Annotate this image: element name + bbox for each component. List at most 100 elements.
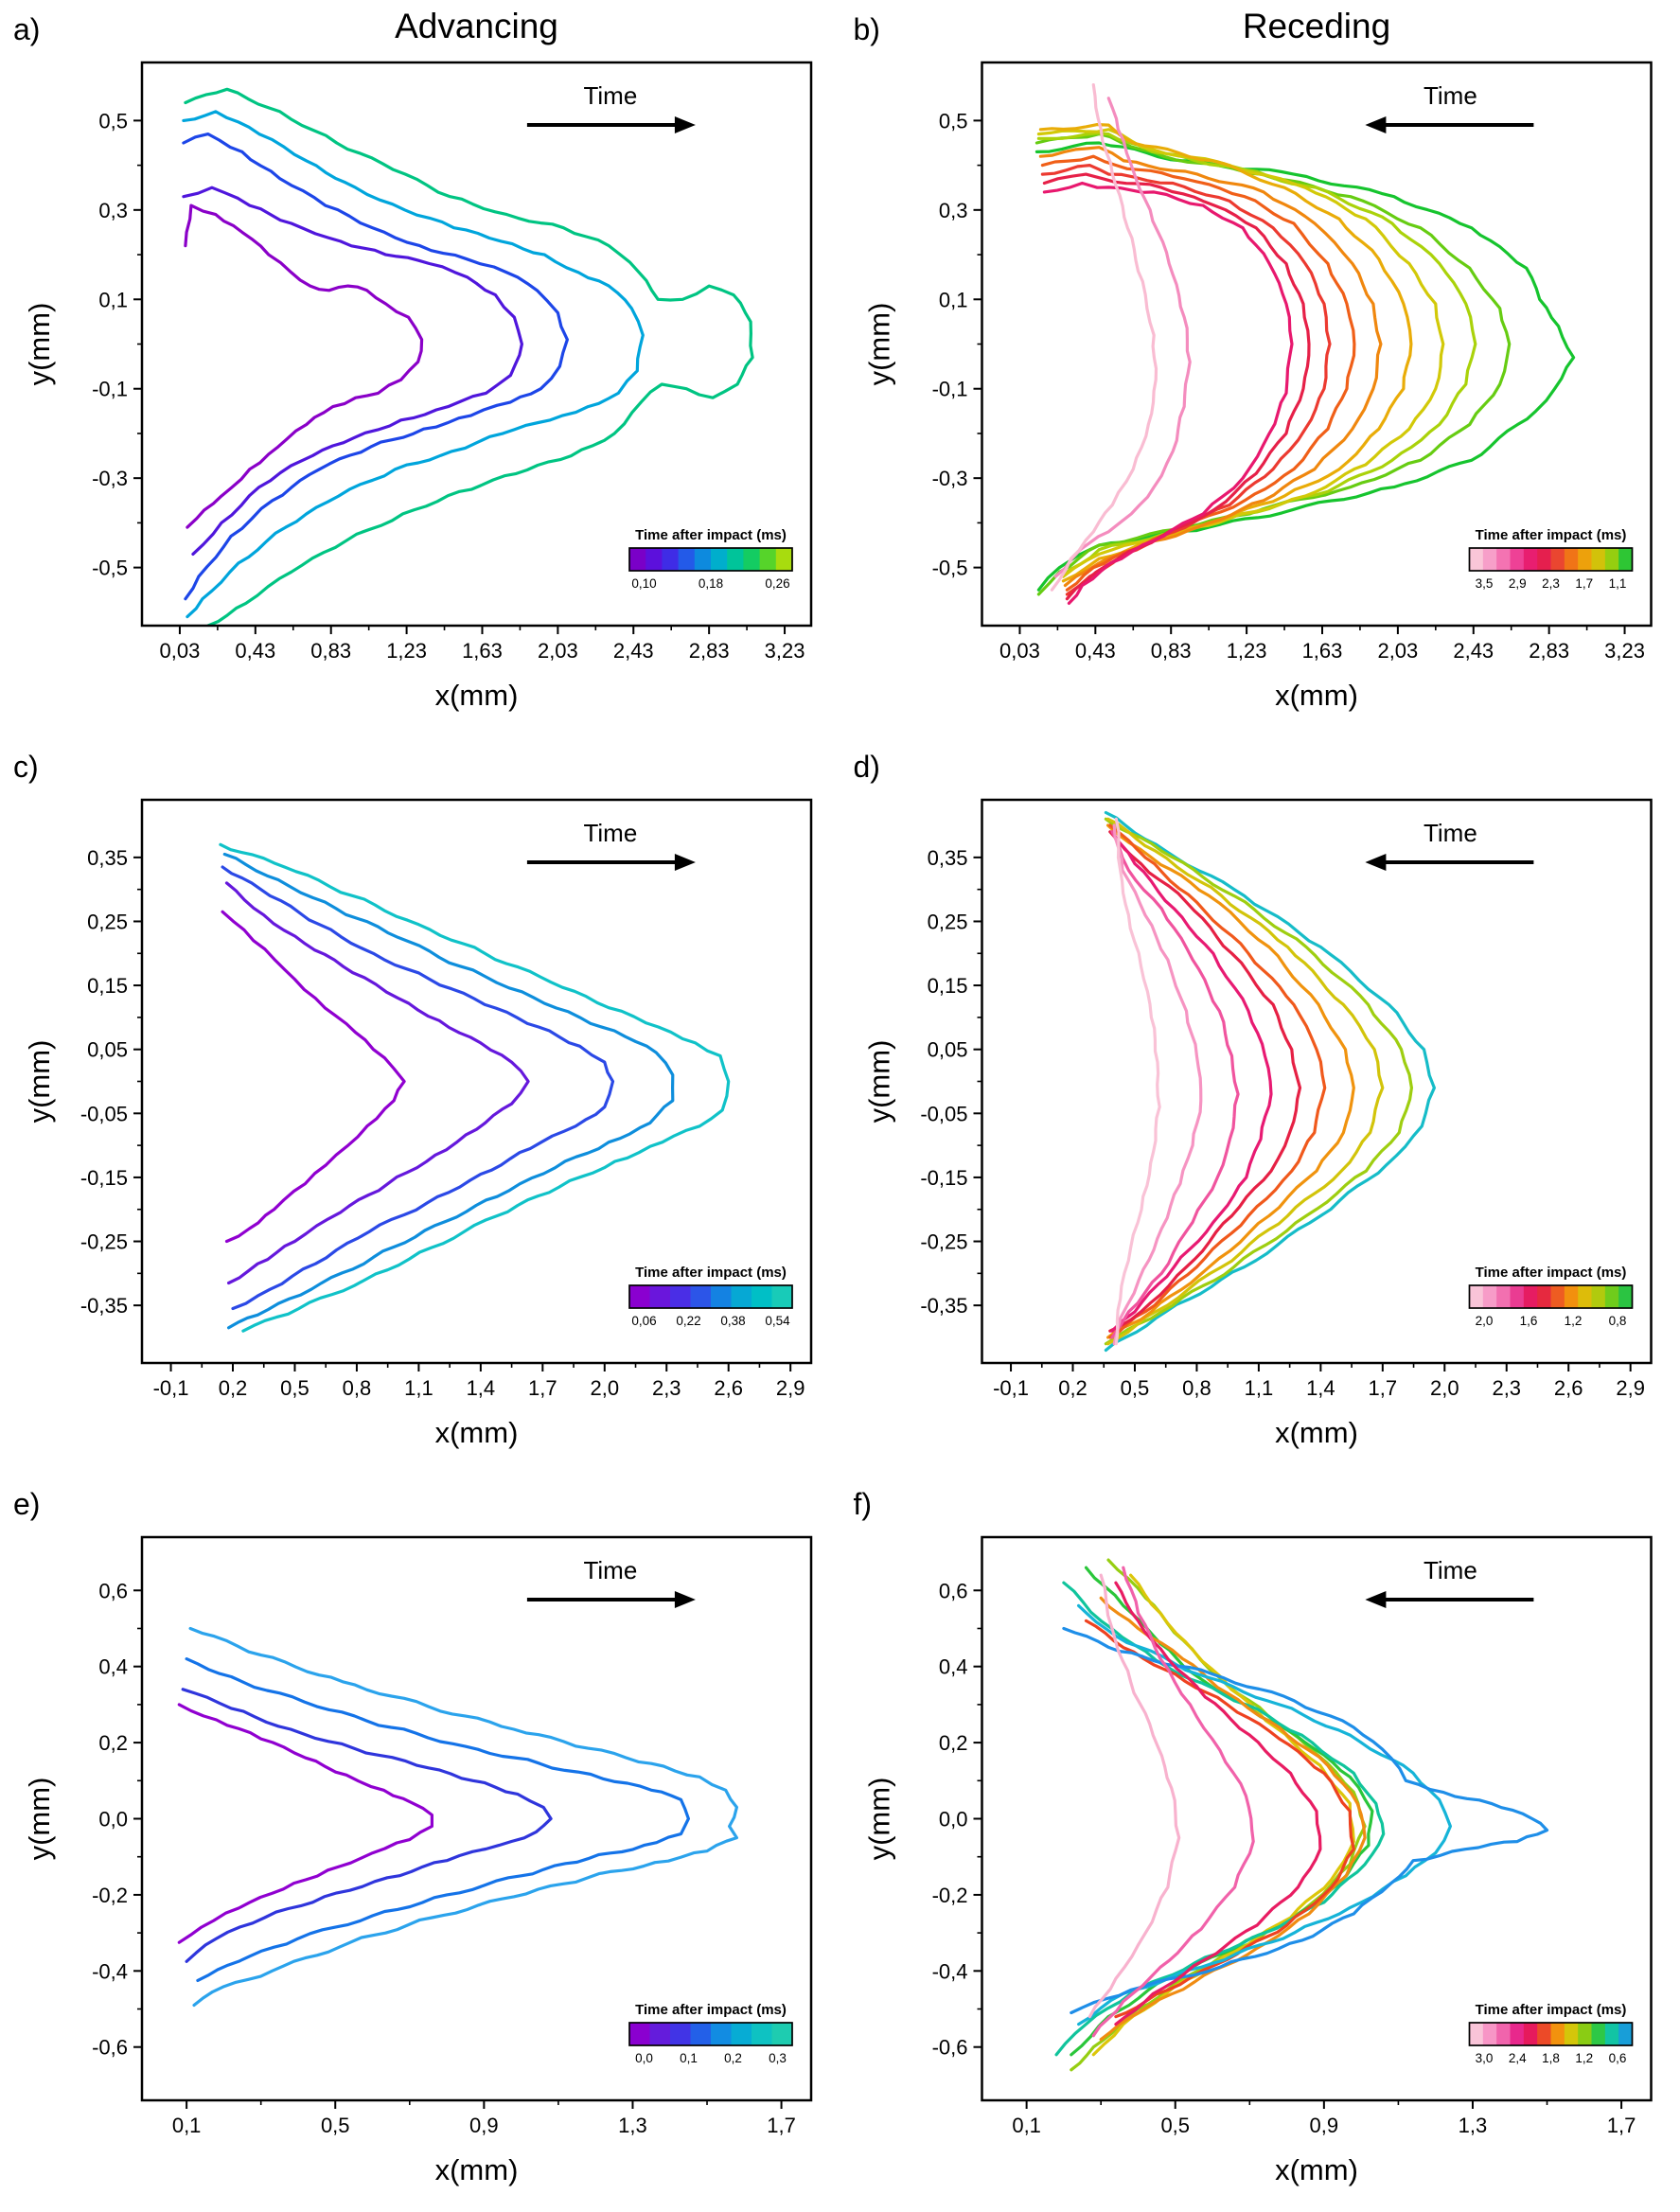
- panel-f: 0,1 0,5 0,9 1,3 1,7 0,6 0,4 0,2 0,0 -0,2 -0,4 -0,6 x…: [840, 1475, 1680, 2212]
- y-tick-label: 0,3: [939, 199, 968, 222]
- legend-colorbar-segment: [1591, 2023, 1606, 2045]
- y-tick-label: -0,15: [920, 1166, 967, 1190]
- legend: Time after impact (ms) 2,0 1,6 1,2 0,8: [1468, 1265, 1634, 1328]
- x-tick-label: 0,83: [1151, 639, 1192, 663]
- legend-tick-label: 1,2: [1565, 1314, 1583, 1328]
- contour-series-t3.5: [1050, 83, 1158, 592]
- y-tick-label: 0,6: [98, 1579, 128, 1602]
- x-tick-label: 1,23: [386, 639, 427, 663]
- y-tick-label: 0,35: [87, 846, 128, 870]
- legend-colorbar-segment: [690, 2023, 712, 2045]
- x-tick-label: 1,3: [1459, 2114, 1488, 2137]
- legend-colorbar-segment: [1550, 1285, 1565, 1308]
- x-tick-label: 0,8: [1182, 1376, 1211, 1400]
- y-tick-label: 0,5: [939, 109, 968, 133]
- x-tick-label: 2,3: [652, 1376, 681, 1400]
- y-axis-label: y(mm): [863, 1040, 896, 1124]
- legend-colorbar-segment: [752, 2023, 773, 2045]
- y-tick-label: -0,1: [92, 378, 128, 401]
- legend-title: Time after impact (ms): [635, 2002, 787, 2018]
- y-axis-label: y(mm): [23, 1778, 56, 1861]
- y-tick-label: 0,25: [928, 910, 968, 933]
- x-tick-label: 1,3: [618, 2114, 647, 2137]
- x-axis: -0,1 0,2 0,5 0,8 1,1 1,4 1,7 2,0 2,3 2,6 2,9: [993, 1363, 1645, 1400]
- y-tick-label: -0,35: [80, 1294, 128, 1318]
- legend-tick-label: 0,06: [631, 1314, 656, 1328]
- legend-colorbar-segment: [1469, 1285, 1484, 1308]
- x-tick-label: 2,83: [1529, 639, 1569, 663]
- legend-colorbar-segment: [759, 548, 777, 571]
- y-tick-label: -0,2: [932, 1884, 968, 1907]
- x-tick-label: 2,43: [1453, 639, 1494, 663]
- x-tick-label: 1,7: [1607, 2114, 1636, 2137]
- contour-series-t1.6: [1084, 1619, 1355, 2019]
- y-tick-label: 0,35: [928, 846, 968, 870]
- legend-tick-label: 0,1: [680, 2051, 698, 2065]
- y-tick-label: -0,5: [932, 557, 968, 580]
- contour-series-t0.0: [177, 1703, 433, 1944]
- y-tick-label: 0,15: [87, 974, 128, 998]
- legend-tick-label: 0,3: [769, 2051, 787, 2065]
- x-tick-label: 0,5: [280, 1376, 309, 1400]
- y-tick-label: 0,2: [98, 1731, 128, 1755]
- panel-letter: b): [854, 12, 880, 46]
- legend-colorbar-segment: [1604, 1285, 1619, 1308]
- legend-tick-label: 0,2: [724, 2051, 742, 2065]
- legend-colorbar-segment: [731, 1285, 752, 1308]
- x-tick-label: 0,83: [310, 639, 351, 663]
- contours-layer: [182, 87, 754, 626]
- legend-colorbar-segment: [1550, 2023, 1565, 2045]
- x-tick-label: 3,23: [1604, 639, 1645, 663]
- y-tick-label: 0,05: [928, 1038, 968, 1062]
- contour-series-t1.4: [1108, 830, 1302, 1333]
- x-axis-label: x(mm): [435, 2153, 519, 2186]
- legend: Time after impact (ms) 3,5 2,9 2,3 1,7 1,1: [1468, 527, 1634, 591]
- contour-series-t0.10: [184, 204, 424, 529]
- x-tick-label: 0,43: [1075, 639, 1116, 663]
- legend-colorbar-segment: [731, 2023, 752, 2045]
- contours-layer: [219, 842, 731, 1333]
- x-tick-label: 0,03: [160, 639, 201, 663]
- legend-tick-label: 0,22: [676, 1314, 700, 1328]
- legend-colorbar-segment: [727, 548, 744, 571]
- x-tick-label: 0,03: [999, 639, 1040, 663]
- legend-colorbar-segment: [690, 1285, 712, 1308]
- legend-colorbar-segment: [629, 1285, 651, 1308]
- x-tick-label: 2,43: [613, 639, 654, 663]
- legend-colorbar-segment: [1591, 548, 1606, 571]
- contour-series-t2.1: [1038, 146, 1383, 588]
- contour-series-t1.8: [1114, 1581, 1322, 2026]
- time-arrow: Time: [1365, 81, 1534, 133]
- y-tick-label: 0,4: [98, 1655, 128, 1679]
- time-arrow: Time: [526, 819, 696, 871]
- legend-colorbar-frame: [628, 2022, 793, 2046]
- legend-colorbar-segment: [1510, 548, 1525, 571]
- contour-series-t1.8: [1110, 830, 1240, 1339]
- x-axis: 0,03 0,43 0,83 1,23 1,63 2,03 2,43 2,83 3,23: [999, 626, 1645, 663]
- legend-colorbar-segment: [775, 548, 793, 571]
- legend-colorbar-segment: [752, 1285, 773, 1308]
- x-tick-label: 1,1: [404, 1376, 433, 1400]
- y-tick-label: -0,05: [80, 1102, 128, 1125]
- legend-colorbar-segment: [743, 548, 761, 571]
- contour-series-t0.14: [182, 186, 523, 556]
- legend-tick-label: 0,10: [631, 576, 656, 591]
- contour-series-t0.9: [1104, 817, 1413, 1346]
- column-title: Receding: [1243, 7, 1390, 45]
- contour-series-t0.06: [221, 910, 406, 1244]
- time-arrow: Time: [1365, 819, 1534, 871]
- x-axis-label: x(mm): [435, 1416, 519, 1449]
- y-tick-label: -0,15: [80, 1166, 128, 1190]
- contour-series-t0.22: [182, 110, 645, 619]
- legend-tick-label: 0,26: [765, 576, 789, 591]
- contours-layer: [1104, 810, 1436, 1353]
- legend-colorbar-segment: [629, 2023, 651, 2045]
- x-tick-label: 0,1: [1012, 2114, 1041, 2137]
- plot-canvas-f: 0,1 0,5 0,9 1,3 1,7 0,6 0,4 0,2 0,0 -0,2 -0,4 -0,6 x…: [854, 1487, 1653, 2186]
- x-tick-label: 2,3: [1492, 1376, 1521, 1400]
- legend-colorbar-segment: [649, 2023, 671, 2045]
- time-arrow: Time: [526, 81, 696, 133]
- contour-series-t0.2: [185, 1657, 690, 1982]
- y-tick-label: -0,25: [920, 1230, 967, 1254]
